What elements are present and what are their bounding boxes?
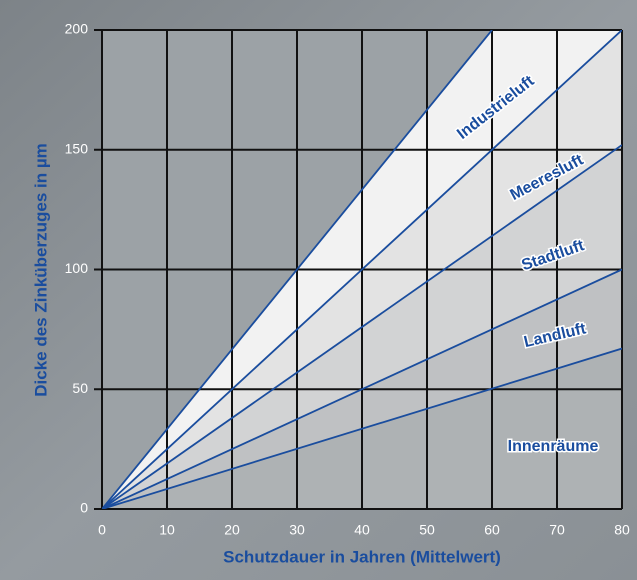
x-tick-label: 80 <box>614 522 630 538</box>
zone-label: Innenräume <box>508 438 599 455</box>
y-tick-label: 150 <box>65 140 89 156</box>
data-line <box>102 347 622 509</box>
y-tick-label: 200 <box>65 21 89 37</box>
x-tick-label: 50 <box>419 522 435 538</box>
data-line <box>102 268 622 509</box>
data-line <box>102 30 622 509</box>
x-tick-label: 10 <box>159 522 175 538</box>
x-tick-label: 60 <box>484 522 500 538</box>
x-tick-label: 70 <box>549 522 565 538</box>
x-tick-label: 20 <box>224 522 240 538</box>
y-tick-label: 50 <box>72 380 88 396</box>
x-tick-label: 30 <box>289 522 305 538</box>
x-axis-title: Schutzdauer in Jahren (Mittelwert) <box>223 547 501 566</box>
y-tick-label: 100 <box>65 260 89 276</box>
data-line <box>102 30 493 509</box>
lines <box>102 30 622 509</box>
x-tick-label: 0 <box>98 522 106 538</box>
data-line <box>102 144 622 509</box>
x-tick-label: 40 <box>354 522 370 538</box>
y-axis-title: Dicke des Zinküberzuges in µm <box>31 143 50 397</box>
y-tick-label: 0 <box>80 500 88 516</box>
